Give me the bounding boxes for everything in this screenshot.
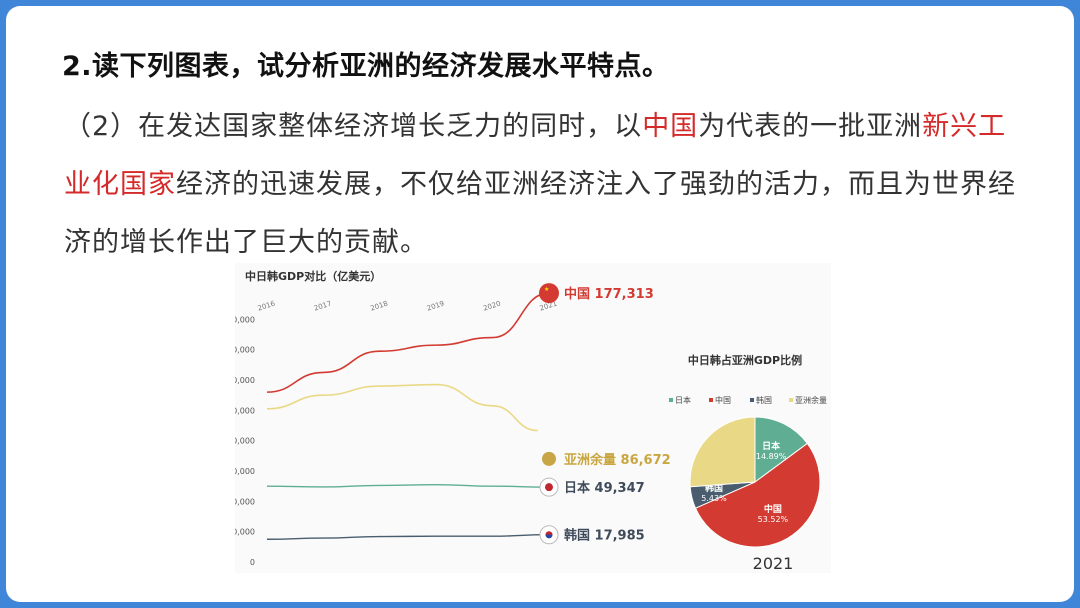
legend-label: 韩国 xyxy=(756,395,772,405)
star-icon: ★ xyxy=(544,286,549,293)
para-highlight-nics: 新兴工业化国家 xyxy=(64,111,1007,200)
x-tick-label: 2020 xyxy=(482,300,501,313)
china-flag-icon xyxy=(539,283,559,304)
line-chart: 201620172018201920202021020,00040,00060,… xyxy=(235,283,671,567)
pie-slice-value: 14.89% xyxy=(756,452,787,461)
legend-label: 亚洲余量 xyxy=(795,395,827,405)
line-chart-title: 中日韩GDP对比（亿美元） xyxy=(245,269,381,283)
chart-image: 中日韩GDP对比（亿美元） 中日韩占亚洲GDP比例 2016 2017 2018 20… xyxy=(235,263,831,573)
legend-label: 中国 xyxy=(715,395,731,405)
legend-label: 日本 xyxy=(675,395,691,405)
pie-slice-china xyxy=(694,442,821,548)
pie-chart-title: 中日韩占亚洲GDP比例 xyxy=(688,353,802,367)
x-tick-label: 2017 xyxy=(313,300,332,313)
y-tick-label: 100,000 xyxy=(235,406,255,415)
y-tick-label: 60,000 xyxy=(235,467,255,476)
pie-year-label: 2021 xyxy=(753,554,794,573)
x-tick-label: 2018 xyxy=(369,300,388,313)
series-line-china xyxy=(266,292,550,393)
series-line-japan xyxy=(266,483,550,488)
x-tick-label: 2016 xyxy=(257,299,277,312)
para-highlight-china: 中国 xyxy=(642,111,699,142)
series-line-korea xyxy=(266,534,550,540)
slide: 2.读下列图表，试分析亚洲的经济发展水平特点。 （2）在发达国家整体经济增长乏力… xyxy=(6,6,1074,602)
y-tick-label: 120,000 xyxy=(235,376,255,385)
question-heading: 2.读下列图表，试分析亚洲的经济发展水平特点。 xyxy=(62,51,670,82)
series-label-asia-rest: 亚洲余量 86,672 xyxy=(564,452,671,468)
y-tick-label: 140,000 xyxy=(235,346,255,355)
legend-swatch xyxy=(709,398,713,402)
pie-slice-japan xyxy=(754,416,809,483)
legend-swatch xyxy=(789,398,793,402)
y-tick-label: 80,000 xyxy=(235,437,255,446)
legend-swatch xyxy=(669,398,673,402)
y-tick-label: 20,000 xyxy=(235,528,255,537)
para-text: 经济的迅速发展，不仅给亚洲经济注入了强劲的活力，而且为世界经济的增长作出了巨大的… xyxy=(64,169,1016,258)
series-label-china: 中国 177,313 xyxy=(564,286,654,302)
gdp-chart-svg: 中日韩GDP对比（亿美元） 中日韩占亚洲GDP比例 2016 2017 2018 20… xyxy=(235,269,827,573)
asia-rest-icon xyxy=(542,451,556,466)
y-tick-label: 40,000 xyxy=(235,497,255,506)
pie-slice-value: 53.52% xyxy=(758,515,789,524)
para-text: 为代表的一批亚洲 xyxy=(698,111,923,142)
pie-slice-asia-rest xyxy=(689,416,756,488)
series-label-korea: 韩国 17,985 xyxy=(564,528,645,544)
x-tick-label: 2019 xyxy=(426,300,445,313)
y-tick-label: 160,000 xyxy=(235,315,255,324)
pie-slice-name: 中国 xyxy=(764,503,782,515)
series-line-asia-rest xyxy=(266,383,538,432)
series-label-japan: 日本 49,347 xyxy=(564,480,645,496)
answer-paragraph: （2）在发达国家整体经济增长乏力的同时，以中国为代表的一批亚洲新兴工业化国家经济… xyxy=(64,98,1024,272)
legend-swatch xyxy=(750,398,754,402)
korea-flag-taegeuk-lower xyxy=(545,534,553,539)
pie-slice-name: 日本 xyxy=(762,440,781,452)
pie-slice-value: 5.43% xyxy=(701,494,727,503)
para-text: （2）在发达国家整体经济增长乏力的同时，以 xyxy=(64,111,643,142)
y-tick-label: 0 xyxy=(250,558,255,567)
japan-flag-sun xyxy=(545,483,553,492)
